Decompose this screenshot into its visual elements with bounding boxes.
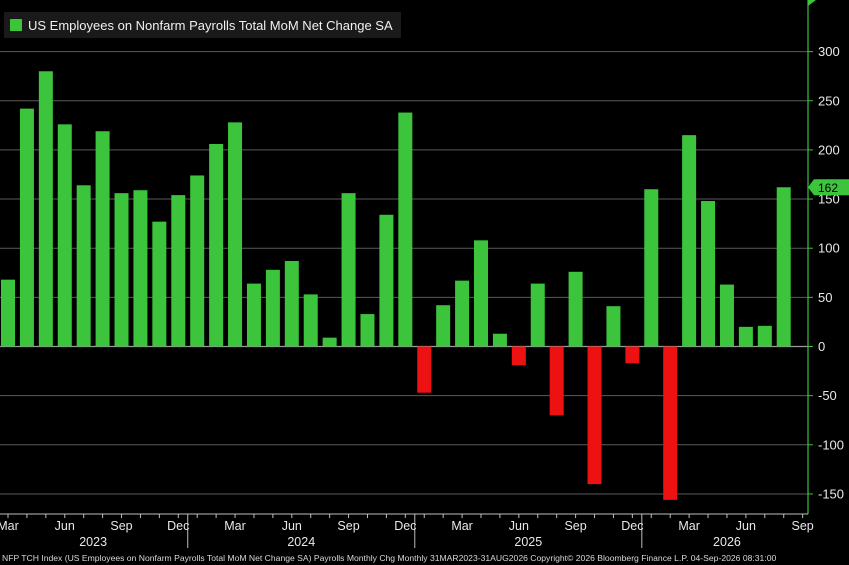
y-tick-label: 0 [818, 339, 825, 354]
bar [246, 283, 261, 347]
bar [549, 346, 564, 416]
bar [152, 221, 167, 347]
legend-swatch [10, 19, 22, 31]
x-year-label: 2025 [514, 535, 542, 549]
x-month-label: Mar [678, 519, 700, 533]
legend: US Employees on Nonfarm Payrolls Total M… [4, 12, 401, 38]
bar [1, 279, 15, 347]
x-month-label: Dec [167, 519, 189, 533]
bar [587, 346, 602, 485]
y-tick-label: 150 [818, 192, 840, 207]
y-tick-label: 250 [818, 93, 840, 108]
x-month-label: Jun [509, 519, 529, 533]
bar [284, 260, 299, 347]
y-tick-label: -100 [818, 437, 844, 452]
y-tick-label: -150 [818, 486, 844, 501]
bar [76, 185, 91, 347]
bar [568, 271, 583, 347]
x-month-label: Sep [792, 519, 814, 533]
y-tick-label: 200 [818, 142, 840, 157]
y-tick-label: 50 [818, 290, 832, 305]
bar [379, 214, 394, 347]
bar [190, 175, 205, 347]
legend-label: US Employees on Nonfarm Payrolls Total M… [28, 17, 393, 33]
bar [209, 144, 224, 347]
bar [644, 189, 659, 347]
bar [738, 326, 753, 347]
axes: 300 250 200 150 100 50 0 -50 -100 -150 Mar Jun Sep De… [0, 0, 849, 549]
x-year-label: 2026 [713, 535, 741, 549]
x-month-label: Mar [224, 519, 246, 533]
bar [436, 305, 451, 347]
bar [625, 346, 640, 364]
bar [663, 346, 678, 500]
bar [719, 284, 734, 347]
y-axis-arrow [808, 0, 816, 6]
bar [57, 124, 72, 347]
bar [360, 314, 375, 347]
bar [682, 135, 697, 347]
x-month-label: Mar [451, 519, 473, 533]
bar [228, 122, 243, 347]
x-month-label: Dec [621, 519, 643, 533]
bar [171, 195, 186, 347]
bar [114, 193, 129, 347]
bar [530, 283, 545, 347]
bar [455, 280, 470, 347]
y-tick-label: -50 [818, 388, 837, 403]
bars [1, 71, 791, 500]
x-month-label: Dec [394, 519, 416, 533]
x-month-label: Jun [55, 519, 75, 533]
x-month-label: Sep [564, 519, 586, 533]
x-year-label: 2023 [79, 535, 107, 549]
x-month-label: Jun [282, 519, 302, 533]
bar [322, 337, 337, 347]
bar [398, 112, 413, 347]
last-value-label: 162 [818, 181, 838, 195]
bar [38, 71, 53, 347]
y-tick-label: 300 [818, 44, 840, 59]
footer-source: NFP TCH Index (US Employees on Nonfarm P… [2, 553, 777, 563]
bar [341, 193, 356, 347]
bar [303, 294, 318, 347]
x-month-label: Sep [337, 519, 359, 533]
x-month-label: Mar [0, 519, 19, 533]
bar [701, 201, 716, 347]
bar [474, 240, 488, 347]
bar [265, 269, 280, 347]
bar [606, 306, 621, 347]
x-month-label: Sep [110, 519, 132, 533]
bar [133, 190, 148, 347]
last-value-tag [808, 179, 849, 196]
bar [776, 187, 791, 347]
x-year-label: 2024 [287, 535, 315, 549]
bar [492, 333, 507, 347]
bar [95, 131, 110, 347]
bar [757, 325, 772, 347]
x-month-label: Jun [736, 519, 756, 533]
bar [511, 346, 526, 366]
bar [19, 108, 34, 347]
bar [417, 346, 432, 393]
y-tick-label: 100 [818, 241, 840, 256]
